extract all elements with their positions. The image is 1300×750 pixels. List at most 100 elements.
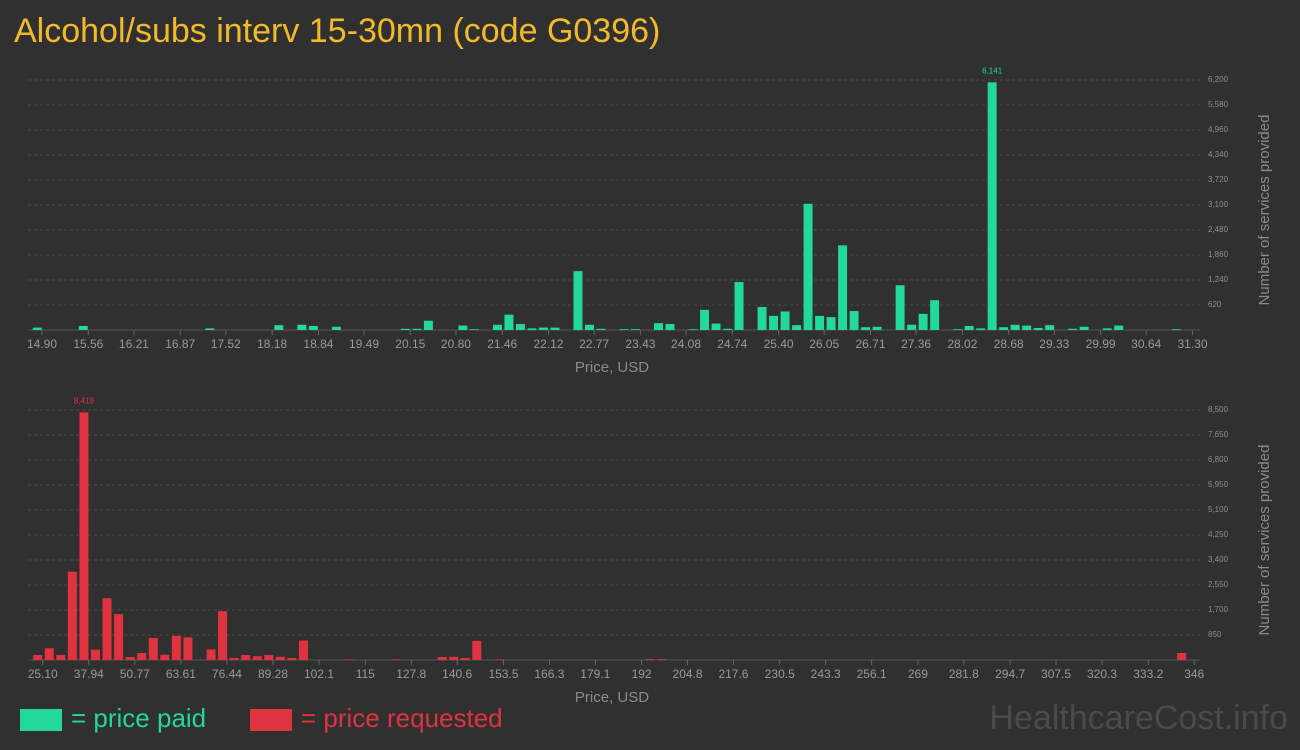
x-tick-label: 18.84 xyxy=(303,337,333,351)
bar xyxy=(400,328,410,330)
bar xyxy=(102,598,112,660)
bar xyxy=(734,282,744,330)
bar xyxy=(67,571,77,660)
bar xyxy=(297,324,307,330)
y-tick-label: 620 xyxy=(1208,300,1222,309)
bar xyxy=(90,649,101,660)
y-tick-label: 6,200 xyxy=(1208,75,1229,84)
y-tick-label: 5,100 xyxy=(1208,505,1229,514)
y-axis-label: Number of services provided xyxy=(1256,445,1273,636)
x-tick-label: 18.18 xyxy=(257,337,287,351)
bar xyxy=(619,329,629,330)
bar xyxy=(1022,325,1032,330)
y-tick-label: 850 xyxy=(1208,630,1222,639)
x-tick-label: 15.56 xyxy=(73,337,103,351)
bar xyxy=(274,325,284,330)
bar xyxy=(815,315,825,330)
bar xyxy=(1045,325,1055,330)
x-tick-label: 307.5 xyxy=(1041,667,1071,681)
y-tick-label: 2,480 xyxy=(1208,225,1229,234)
bar xyxy=(1171,329,1181,330)
y-tick-label: 1,860 xyxy=(1208,250,1229,259)
x-tick-label: 29.99 xyxy=(1086,337,1116,351)
x-tick-label: 20.15 xyxy=(395,337,425,351)
bar xyxy=(229,657,239,660)
x-tick-label: 25.40 xyxy=(764,337,794,351)
bar xyxy=(1010,324,1020,330)
bar xyxy=(964,325,974,330)
x-tick-label: 27.36 xyxy=(901,337,931,351)
x-tick-label: 28.02 xyxy=(947,337,977,351)
x-tick-label: 217.6 xyxy=(718,667,748,681)
y-tick-label: 1,700 xyxy=(1208,605,1229,614)
y-tick-label: 3,100 xyxy=(1208,200,1229,209)
bar xyxy=(504,314,514,330)
x-tick-label: 16.87 xyxy=(165,337,195,351)
x-tick-label: 346 xyxy=(1184,667,1204,681)
x-tick-label: 20.80 xyxy=(441,337,471,351)
y-axis-label: Number of services provided xyxy=(1256,115,1273,306)
bar xyxy=(460,657,470,660)
x-tick-label: 256.1 xyxy=(857,667,887,681)
y-tick-label: 3,400 xyxy=(1208,555,1229,564)
bar xyxy=(803,203,813,330)
x-tick-label: 115 xyxy=(356,667,375,681)
bar xyxy=(1068,328,1078,330)
bar xyxy=(458,325,468,330)
bar xyxy=(56,655,66,660)
bar xyxy=(345,659,355,660)
bar xyxy=(723,328,733,330)
bar xyxy=(953,329,963,330)
bar xyxy=(264,655,274,660)
bar xyxy=(792,325,802,330)
bar xyxy=(654,323,663,330)
x-tick-label: 243.3 xyxy=(811,667,841,681)
bar xyxy=(331,326,341,330)
bar xyxy=(895,285,905,330)
bar xyxy=(515,323,525,330)
bar xyxy=(645,659,655,660)
bar xyxy=(449,656,459,660)
legend-label: = price paid xyxy=(71,703,206,733)
bar xyxy=(573,271,583,330)
x-tick-label: 24.08 xyxy=(671,337,701,351)
bar xyxy=(872,326,882,330)
x-tick-label: 102.1 xyxy=(304,667,334,681)
y-tick-label: 8,500 xyxy=(1208,405,1229,414)
x-tick-label: 127.8 xyxy=(396,667,426,681)
bar xyxy=(437,657,447,660)
bar xyxy=(769,315,779,330)
bar xyxy=(148,637,158,660)
bar xyxy=(930,300,940,330)
bar xyxy=(700,309,710,330)
bar xyxy=(252,656,262,660)
x-tick-label: 153.5 xyxy=(488,667,518,681)
x-tick-label: 26.71 xyxy=(855,337,885,351)
x-tick-label: 37.94 xyxy=(74,667,104,681)
x-tick-label: 50.77 xyxy=(120,667,150,681)
legend-swatch xyxy=(20,709,62,731)
x-tick-label: 166.3 xyxy=(534,667,564,681)
bar xyxy=(757,307,767,330)
bar xyxy=(275,656,285,660)
bar xyxy=(32,327,42,330)
bar xyxy=(1033,327,1043,330)
x-tick-label: 29.33 xyxy=(1039,337,1069,351)
x-tick-label: 333.2 xyxy=(1133,667,1163,681)
bar xyxy=(495,659,505,660)
x-tick-label: 21.46 xyxy=(487,337,517,351)
x-tick-label: 294.7 xyxy=(995,667,1025,681)
bar xyxy=(298,640,308,660)
bar xyxy=(907,324,917,330)
x-tick-label: 28.68 xyxy=(994,337,1024,351)
x-tick-label: 179.1 xyxy=(580,667,610,681)
bar xyxy=(665,323,675,330)
x-axis-label: Price, USD xyxy=(575,689,649,706)
x-tick-label: 25.10 xyxy=(28,667,58,681)
bar xyxy=(205,328,215,330)
y-tick-label: 2,550 xyxy=(1208,580,1229,589)
bar xyxy=(550,327,560,330)
x-tick-label: 19.49 xyxy=(349,337,379,351)
